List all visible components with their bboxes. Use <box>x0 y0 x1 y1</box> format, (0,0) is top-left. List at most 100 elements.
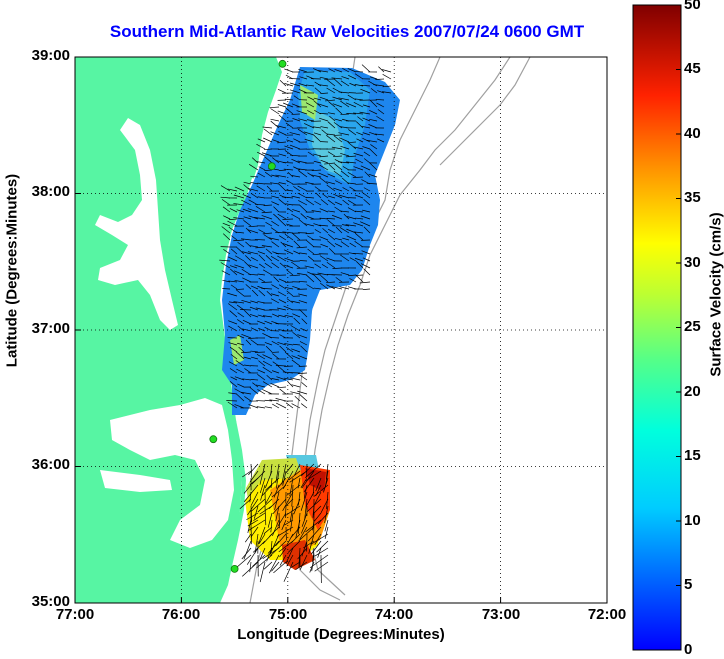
velocity-arrow <box>247 498 259 516</box>
velocity-arrow <box>313 491 322 507</box>
velocity-arrow <box>370 100 378 108</box>
velocity-arrow <box>317 272 329 276</box>
velocity-arrow <box>327 133 336 136</box>
velocity-arrow <box>283 305 294 311</box>
velocity-arrow <box>259 547 266 560</box>
velocity-arrow <box>265 221 273 227</box>
velocity-arrow <box>270 120 280 129</box>
velocity-arrow <box>305 181 315 185</box>
velocity-arrow <box>285 505 287 518</box>
velocity-arrow <box>279 194 287 199</box>
velocity-arrow <box>301 382 308 388</box>
velocity-arrow <box>284 519 294 526</box>
velocity-arrow <box>307 110 315 115</box>
velocity-arrow <box>360 88 371 94</box>
velocity-arrow <box>347 141 357 144</box>
velocity-arrow <box>314 200 322 206</box>
velocity-arrow <box>299 341 308 346</box>
colorbar-tick-label: 10 <box>684 512 701 529</box>
velocity-arrow <box>220 196 231 199</box>
velocity-arrow <box>301 540 308 557</box>
velocity-arrow <box>256 554 273 569</box>
velocity-arrow <box>271 139 280 143</box>
velocity-arrow <box>311 554 315 572</box>
velocity-arrow <box>287 381 294 388</box>
colorbar-ticks <box>676 69 681 586</box>
velocity-arrow <box>262 533 273 545</box>
velocity-arrow <box>320 92 329 94</box>
velocity-arrow <box>347 68 357 73</box>
velocity-arrow <box>283 249 294 255</box>
velocity-arrow <box>314 87 322 94</box>
velocity-arrow <box>312 505 322 515</box>
velocity-arrow <box>360 165 371 171</box>
velocity-arrow <box>343 213 350 220</box>
velocity-arrow <box>237 312 245 318</box>
velocity-arrow <box>248 215 259 220</box>
velocity-arrow <box>289 89 301 94</box>
velocity-arrow <box>228 301 238 304</box>
x-tick-label: 75:00 <box>268 606 308 623</box>
velocity-arrow <box>291 195 301 199</box>
velocity-arrow <box>289 274 301 277</box>
velocity-arrow <box>382 73 392 80</box>
colorbar-tick-label: 20 <box>684 383 701 400</box>
velocity-arrow <box>241 268 252 276</box>
velocity-arrow <box>277 213 287 220</box>
velocity-arrow <box>258 166 266 171</box>
velocity-arrow <box>340 170 350 178</box>
velocity-arrow <box>297 354 308 360</box>
velocity-arrow <box>255 246 266 249</box>
velocity-arrow <box>279 80 287 87</box>
velocity-arrow <box>353 231 364 234</box>
velocity-arrow <box>353 102 364 108</box>
velocity-arrow <box>269 106 280 109</box>
velocity-arrow <box>332 103 343 108</box>
velocity-arrow <box>256 161 266 164</box>
velocity-arrow <box>244 533 252 543</box>
velocity-arrow <box>352 176 364 178</box>
velocity-arrow <box>361 125 371 129</box>
velocity-arrow <box>347 207 357 213</box>
velocity-arrow <box>254 239 266 241</box>
velocity-arrow <box>290 561 301 568</box>
velocity-arrow <box>353 222 364 227</box>
velocity-arrow <box>250 181 259 185</box>
velocity-arrow <box>279 345 287 353</box>
velocity-arrow <box>257 196 266 199</box>
velocity-arrow <box>234 264 245 269</box>
velocity-arrow <box>271 484 287 498</box>
velocity-arrow <box>283 377 294 381</box>
velocity-arrow <box>267 512 273 528</box>
velocity-arrow <box>275 398 287 402</box>
velocity-arrow <box>264 342 273 346</box>
velocity-arrow <box>305 232 315 235</box>
velocity-arrow <box>242 561 259 577</box>
velocity-arrow <box>285 402 294 409</box>
velocity-arrow <box>319 224 329 227</box>
velocity-arrow <box>270 477 273 489</box>
velocity-arrow <box>249 477 259 486</box>
velocity-arrow <box>241 391 252 395</box>
velocity-arrow <box>262 269 273 276</box>
velocity-arrow <box>282 470 287 486</box>
velocity-arrow <box>228 361 238 367</box>
velocity-arrow <box>303 477 315 493</box>
velocity-arrow <box>269 337 280 339</box>
velocity-arrow <box>228 320 238 325</box>
velocity-arrow <box>360 215 371 220</box>
velocity-arrow <box>229 218 238 220</box>
velocity-arrow <box>286 554 294 567</box>
velocity-arrow <box>243 261 252 269</box>
velocity-arrow <box>335 107 343 115</box>
velocity-arrow <box>250 526 253 545</box>
velocity-arrow <box>279 547 287 558</box>
velocity-arrow <box>278 114 287 122</box>
velocity-arrow <box>326 284 336 290</box>
velocity-arrow <box>227 256 238 262</box>
velocity-arrow <box>265 491 273 504</box>
velocity-arrow <box>268 554 280 574</box>
velocity-arrow <box>326 87 336 94</box>
velocity-arrow <box>293 166 301 171</box>
velocity-arrow <box>317 547 322 558</box>
